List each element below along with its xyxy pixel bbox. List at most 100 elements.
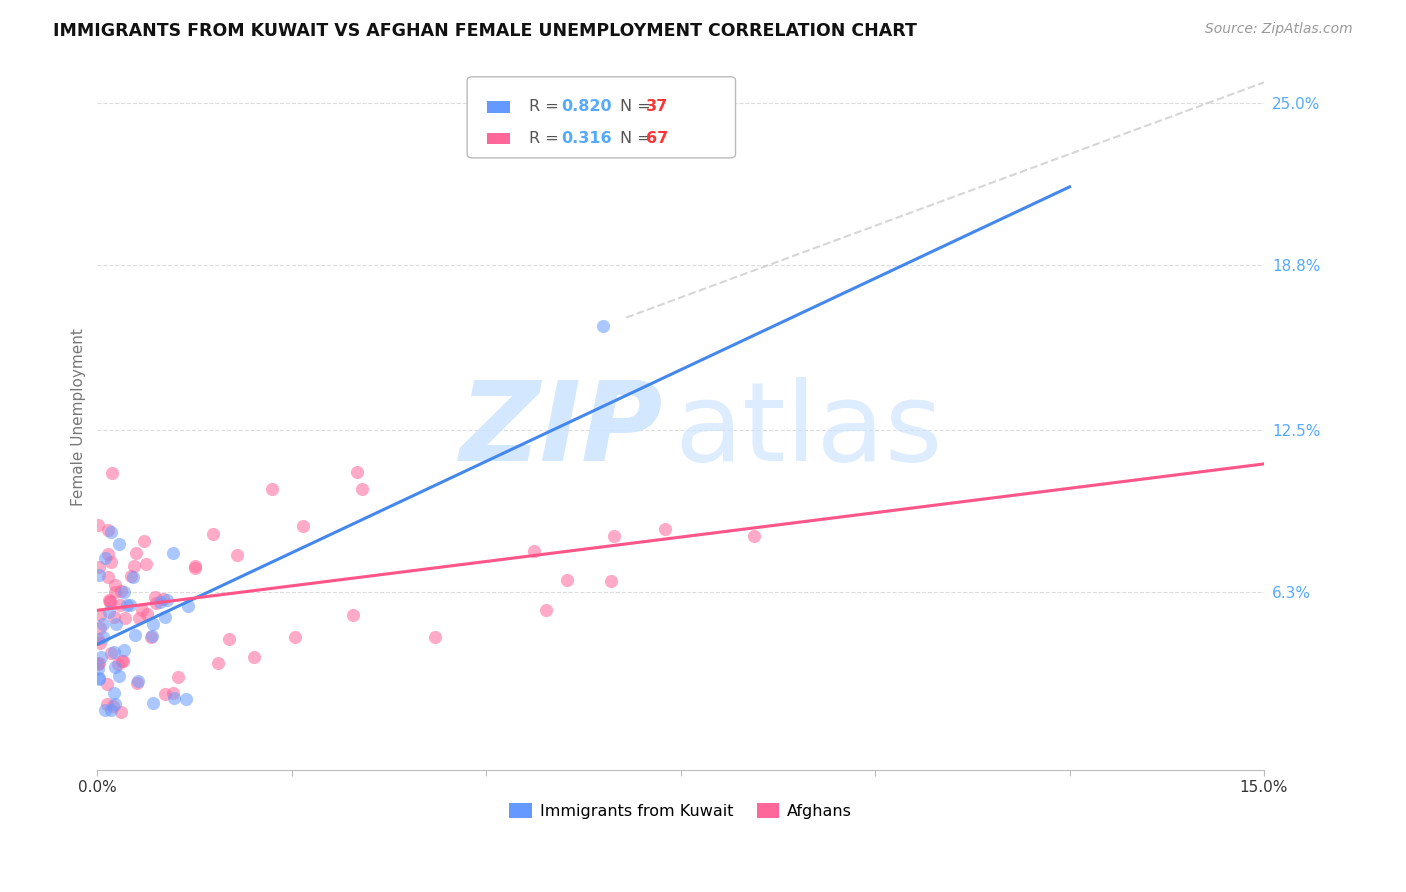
Text: R =: R = [529,130,564,145]
Point [145,591,167,605]
Point [101,699,124,714]
Point [141,629,163,643]
Text: IMMIGRANTS FROM KUWAIT VS AFGHAN FEMALE UNEMPLOYMENT CORRELATION CHART: IMMIGRANTS FROM KUWAIT VS AFGHAN FEMALE … [53,22,917,40]
Point [98,595,121,609]
Point [112,585,135,599]
Point [103,686,125,700]
Point [202,527,225,541]
Point [142,617,165,632]
Point [93,550,115,565]
Point [121,570,143,584]
Point [132,534,155,549]
Point [110,599,132,613]
Point [152,592,174,607]
Point [153,687,176,701]
Point [128,611,150,625]
Text: 37: 37 [645,99,668,114]
FancyBboxPatch shape [486,101,510,112]
Point [342,608,364,623]
Text: atlas: atlas [675,377,943,484]
Point [523,544,546,558]
Point [97,570,120,584]
Point [183,558,205,573]
Point [87,567,110,582]
Point [89,671,111,685]
Point [135,557,157,571]
Point [742,529,765,543]
Point [100,555,122,569]
Point [112,643,135,657]
Text: 0.316: 0.316 [561,130,612,145]
Point [107,657,129,672]
Point [346,465,368,479]
Point [87,661,110,675]
Point [176,692,198,706]
Point [127,676,149,690]
Point [87,657,110,671]
Text: Source: ZipAtlas.com: Source: ZipAtlas.com [1205,22,1353,37]
Point [124,628,146,642]
Point [91,616,114,631]
Point [242,649,264,664]
Point [163,690,186,705]
Point [110,705,132,719]
Text: 67: 67 [645,130,668,145]
Point [104,616,127,631]
Text: N =: N = [620,130,655,145]
Point [110,583,132,598]
Point [104,660,127,674]
Point [97,547,120,561]
Point [104,697,127,711]
Point [120,568,142,582]
Point [118,599,141,613]
Point [555,574,578,588]
Point [291,519,314,533]
Point [111,654,134,668]
Text: 0.820: 0.820 [561,99,612,114]
Point [89,607,111,622]
Point [100,524,122,539]
Point [425,630,447,644]
Point [603,529,626,543]
Point [139,630,162,644]
Point [207,656,229,670]
Point [153,610,176,624]
Point [103,645,125,659]
Point [87,632,110,646]
Legend: Immigrants from Kuwait, Afghans: Immigrants from Kuwait, Afghans [503,797,859,825]
Point [114,610,136,624]
FancyBboxPatch shape [486,133,510,145]
Point [350,482,373,496]
Point [101,466,124,480]
Point [117,598,139,612]
Point [107,537,129,551]
Point [97,592,120,607]
Y-axis label: Female Unemployment: Female Unemployment [72,328,86,506]
Point [94,702,117,716]
Point [97,605,120,619]
Point [534,603,557,617]
Text: R =: R = [529,99,564,114]
Point [156,593,179,607]
Point [136,607,159,621]
Point [104,585,127,599]
Point [96,677,118,691]
Point [100,646,122,660]
Point [260,482,283,496]
Point [97,524,120,538]
Point [98,593,121,607]
Point [127,674,149,689]
Point [96,697,118,711]
Point [599,574,621,589]
Point [226,548,249,562]
Point [93,630,115,644]
FancyBboxPatch shape [467,77,735,158]
Point [87,672,110,686]
Point [142,696,165,710]
Point [111,654,134,668]
Point [90,650,112,665]
Point [654,522,676,536]
Point [89,621,111,635]
Point [87,518,110,533]
Point [87,560,110,574]
